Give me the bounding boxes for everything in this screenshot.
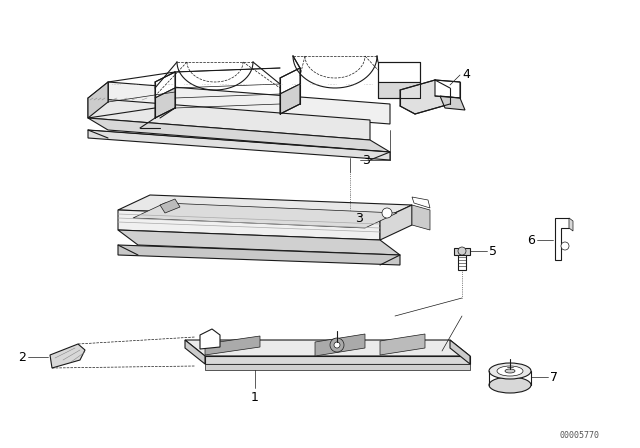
Polygon shape	[378, 82, 420, 98]
Polygon shape	[555, 218, 569, 260]
Polygon shape	[118, 210, 380, 240]
Polygon shape	[88, 118, 390, 152]
Polygon shape	[88, 130, 390, 160]
Polygon shape	[450, 340, 470, 364]
Ellipse shape	[489, 363, 531, 379]
Circle shape	[561, 242, 569, 250]
Polygon shape	[155, 88, 175, 118]
Polygon shape	[200, 329, 220, 349]
Text: 3: 3	[362, 154, 370, 167]
Ellipse shape	[489, 377, 531, 393]
Polygon shape	[315, 334, 365, 356]
Polygon shape	[435, 80, 460, 98]
Ellipse shape	[497, 366, 523, 376]
Polygon shape	[185, 340, 470, 356]
Circle shape	[330, 338, 344, 352]
Polygon shape	[378, 62, 420, 82]
Circle shape	[458, 247, 466, 255]
Polygon shape	[380, 205, 412, 240]
Polygon shape	[412, 205, 430, 230]
Polygon shape	[205, 356, 470, 364]
Text: 2: 2	[18, 350, 26, 363]
Polygon shape	[118, 195, 412, 220]
Polygon shape	[205, 364, 470, 370]
Polygon shape	[88, 98, 370, 140]
Polygon shape	[458, 255, 466, 270]
Polygon shape	[569, 218, 573, 231]
Text: 4: 4	[462, 68, 470, 81]
Text: 3: 3	[355, 211, 363, 224]
Ellipse shape	[505, 369, 515, 373]
Polygon shape	[440, 96, 465, 110]
Polygon shape	[50, 344, 85, 368]
Circle shape	[382, 208, 392, 218]
Polygon shape	[160, 199, 180, 213]
Text: 00005770: 00005770	[560, 431, 600, 440]
Polygon shape	[118, 245, 400, 265]
Polygon shape	[185, 340, 205, 364]
Polygon shape	[108, 82, 390, 124]
Polygon shape	[412, 197, 430, 208]
Polygon shape	[133, 203, 397, 228]
Polygon shape	[280, 84, 300, 114]
Polygon shape	[280, 68, 300, 94]
Text: 6: 6	[527, 233, 535, 246]
Polygon shape	[205, 336, 260, 355]
Polygon shape	[155, 72, 175, 98]
Polygon shape	[454, 248, 470, 255]
Polygon shape	[88, 82, 108, 118]
Text: 1: 1	[251, 391, 259, 404]
Circle shape	[334, 342, 340, 348]
Polygon shape	[118, 230, 400, 255]
Text: 7: 7	[550, 370, 558, 383]
Polygon shape	[400, 80, 450, 114]
Text: 5: 5	[489, 245, 497, 258]
Polygon shape	[380, 334, 425, 355]
